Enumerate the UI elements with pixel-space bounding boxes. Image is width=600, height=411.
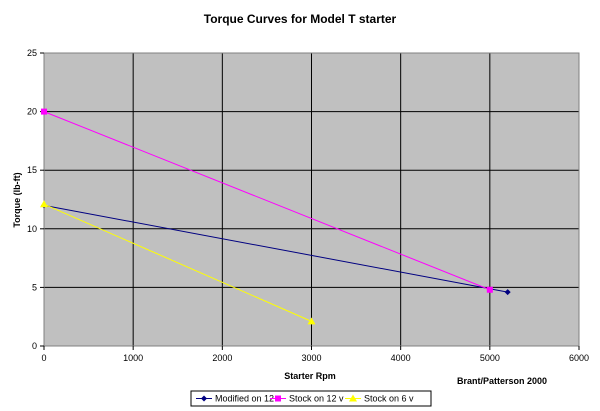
data-point (41, 108, 47, 115)
x-tick-label: 0 (41, 353, 46, 363)
y-tick-label: 15 (27, 165, 37, 175)
legend-label: Modified on 12 v (215, 394, 282, 404)
series-line (43, 111, 491, 291)
x-tick-label: 1000 (123, 353, 143, 363)
y-tick-label: 10 (27, 224, 37, 234)
series-line (43, 203, 312, 322)
legend-entry: Modified on 12 v (196, 394, 282, 404)
chart-title: Torque Curves for Model T starter (204, 12, 397, 26)
data-point (504, 289, 511, 296)
x-axis-ticks: 0 1000 2000 3000 4000 5000 6000 (41, 346, 589, 363)
legend-marker (201, 395, 207, 402)
data-point (307, 317, 316, 325)
y-axis-label: Torque (lb-ft) (12, 172, 22, 227)
legend-label: Stock on 12 v (289, 394, 344, 404)
x-tick-label: 2000 (212, 353, 232, 363)
legend: Modified on 12 v Stock on 12 v Stock on 6 … (190, 390, 432, 407)
series-line (43, 204, 508, 293)
legend-label: Stock on 6 v (364, 394, 414, 404)
credit-annotation: Brant/Patterson 2000 (457, 376, 547, 386)
x-tick-label: 3000 (301, 353, 321, 363)
legend-entry: Stock on 6 v (345, 394, 414, 404)
series-3 (40, 200, 316, 325)
y-tick-label: 20 (27, 107, 37, 117)
y-tick-label: 25 (27, 48, 37, 58)
y-tick-label: 5 (32, 282, 37, 292)
x-tick-label: 5000 (480, 353, 500, 363)
legend-marker (349, 394, 357, 402)
legend-entry: Stock on 12 v (270, 394, 344, 404)
series-2 (41, 108, 493, 293)
x-axis-label: Starter Rpm (284, 371, 336, 381)
x-tick-label: 6000 (569, 353, 589, 363)
x-tick-label: 4000 (391, 353, 411, 363)
y-tick-label: 0 (32, 341, 37, 351)
y-axis-ticks: 0 5 10 15 20 25 (27, 48, 44, 351)
series-layer (40, 108, 511, 325)
legend-box (190, 390, 432, 407)
data-point (486, 286, 493, 293)
legend-marker (275, 395, 281, 402)
data-point (40, 200, 48, 208)
